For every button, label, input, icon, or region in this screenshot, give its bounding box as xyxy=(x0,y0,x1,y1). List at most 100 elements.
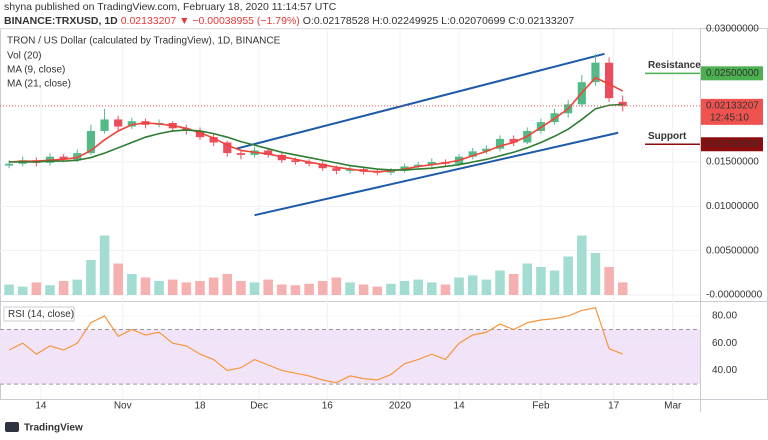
x-tick-label: 16 xyxy=(322,401,334,412)
level-name: Support xyxy=(648,131,687,142)
volume-bar xyxy=(508,274,519,295)
volume-bar xyxy=(195,281,205,295)
level-name: Resistance xyxy=(648,60,701,71)
last-price-box xyxy=(701,98,763,125)
volume-bar xyxy=(72,279,83,295)
candle-body xyxy=(332,168,341,171)
last-price-label: 0.02133207 xyxy=(706,100,759,111)
candle-body xyxy=(618,101,627,106)
candle-body xyxy=(209,137,218,143)
logo: TradingView xyxy=(5,422,83,434)
volume-bar xyxy=(399,281,410,295)
ohlc: O:0.02178528 H:0.02249925 L:0.02070699 C… xyxy=(303,15,575,27)
rsi-line xyxy=(8,307,623,384)
trend-line xyxy=(236,52,605,150)
volume-bar xyxy=(127,274,137,295)
volume-bar xyxy=(522,263,533,295)
level-value: 0.01700000 xyxy=(706,139,759,150)
plot: 14 Nov 18 Dec 16 2020 14 Feb 17 Mar 0.03000000 0.01… xyxy=(0,24,763,412)
volume-bar xyxy=(249,282,260,295)
trend-line xyxy=(254,131,619,217)
y-tick-label: 80.00 xyxy=(712,311,737,322)
y-tick-label: 0.01000000 xyxy=(706,201,759,212)
x-tick-label: Nov xyxy=(114,401,132,412)
level-box xyxy=(701,66,763,81)
volume-bar xyxy=(440,284,451,295)
price-change: 0.02133207 ▼ −0.00038955 (−1.79%) xyxy=(121,15,300,27)
volume-bar xyxy=(31,282,42,295)
volume-bar xyxy=(140,277,151,295)
author-line: shyna published on TradingView.com, Febr… xyxy=(4,1,337,13)
candle-body xyxy=(318,163,327,169)
legend-entry: MA (9, close) xyxy=(7,65,65,76)
volume-bar xyxy=(304,283,314,295)
volume-bar xyxy=(4,284,14,295)
x-tick-label: 18 xyxy=(194,401,206,412)
candle-body xyxy=(345,169,355,171)
volume-bar xyxy=(536,267,546,295)
volume-bar xyxy=(317,281,328,295)
volume-bar xyxy=(263,279,273,295)
candle-body xyxy=(73,153,82,160)
volume-bar xyxy=(58,281,69,295)
x-tick-label: 17 xyxy=(608,401,620,412)
x-tick-label: Dec xyxy=(250,401,268,412)
countdown: 12:45:10 xyxy=(710,112,749,123)
volume-bar xyxy=(45,285,55,295)
volume-bar xyxy=(86,260,96,295)
volume-bar xyxy=(549,270,560,295)
volume-bar xyxy=(345,282,355,295)
candle-body xyxy=(482,148,491,152)
rsi-title: RSI (14, close) xyxy=(8,309,74,320)
level-box xyxy=(701,137,763,152)
candle-body xyxy=(59,156,68,160)
symbol: BINANCE:TRXUSD, 1D xyxy=(4,15,118,27)
candle-body xyxy=(468,151,477,157)
volume-bar xyxy=(495,270,505,295)
y-tick-label: 60.00 xyxy=(712,338,737,349)
level-value: 0.02500000 xyxy=(706,68,759,79)
candle-body xyxy=(495,138,505,149)
candle-body xyxy=(5,163,14,166)
candle-body xyxy=(591,62,600,83)
volume-bar xyxy=(331,277,342,295)
candle-body xyxy=(264,150,273,155)
volume-bar xyxy=(604,267,614,295)
y-tick-label: -0.00000000 xyxy=(706,290,763,301)
y-tick-label: 0.03000000 xyxy=(706,24,759,35)
header-quote: BINANCE:TRXUSD, 1D 0.02133207 ▼ −0.00038… xyxy=(4,15,574,27)
legend-entry: MA (21, close) xyxy=(7,79,71,90)
x-tick-label: 2020 xyxy=(389,401,412,412)
candle-body xyxy=(386,170,395,173)
candle-body xyxy=(305,162,314,164)
legend-entry: Vol (20) xyxy=(7,51,41,62)
volume-bar xyxy=(386,283,396,295)
candle-body xyxy=(127,121,136,127)
volume-bar xyxy=(413,279,423,295)
volume-bar xyxy=(208,277,219,295)
x-tick-label: 14 xyxy=(35,401,47,412)
volume-bar xyxy=(481,279,492,295)
volume-bar xyxy=(277,284,287,295)
chart-title: TRON / US Dollar (calculated by TradingV… xyxy=(7,36,281,47)
x-tick-label: Feb xyxy=(532,401,550,412)
candle-body xyxy=(291,160,300,162)
candle-body xyxy=(86,130,95,154)
volume-bar xyxy=(563,256,573,295)
volume-bar xyxy=(17,286,28,295)
volume-bar xyxy=(358,284,369,295)
x-tick-label: Mar xyxy=(664,401,682,412)
candle-body xyxy=(277,154,286,161)
brand: TradingView xyxy=(24,423,83,434)
volume-bar xyxy=(467,275,478,295)
candle-body xyxy=(195,130,205,138)
y-tick-label: 40.00 xyxy=(712,365,737,376)
volume-bar xyxy=(113,263,123,295)
y-tick-label: 0.00500000 xyxy=(706,245,759,256)
logo-icon xyxy=(5,422,19,432)
volume-bar xyxy=(181,282,192,295)
ma-line xyxy=(9,103,623,171)
candle-body xyxy=(509,138,518,143)
volume-bar xyxy=(167,279,178,295)
